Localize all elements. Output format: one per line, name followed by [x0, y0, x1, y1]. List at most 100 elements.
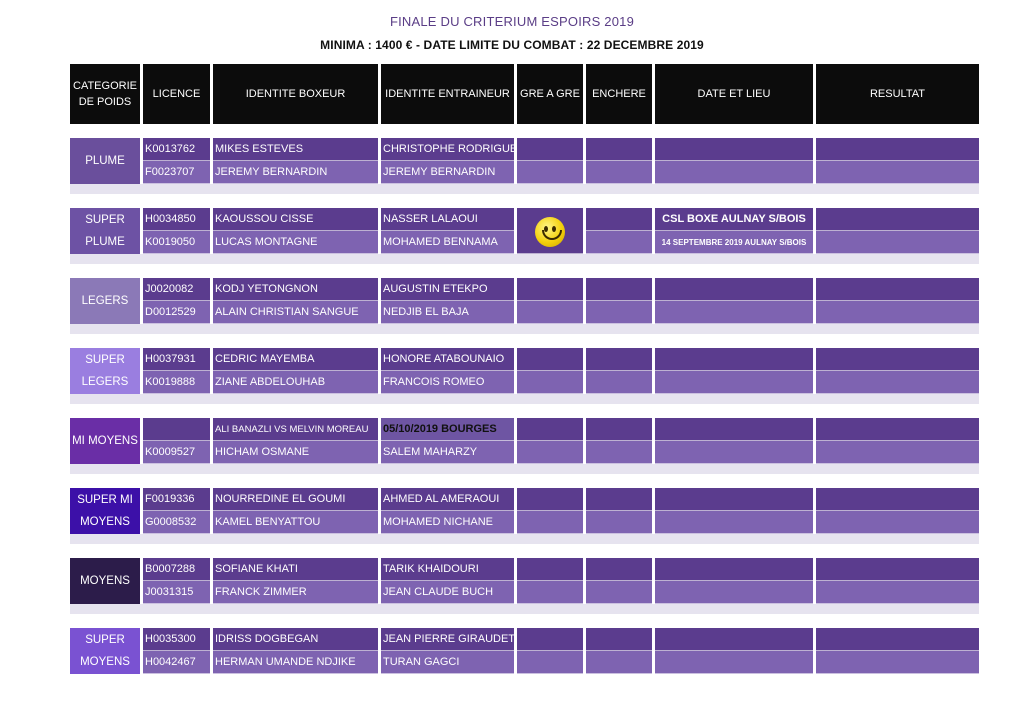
boxer-cell: ALI BANAZLI VS MELVIN MOREAU [213, 418, 378, 441]
result-cell [816, 208, 979, 231]
boxer-cell: MIKES ESTEVES [213, 138, 378, 161]
table-row: SUPER LEGERS H0037931 CEDRIC MAYEMBA HON… [70, 348, 979, 394]
licence-cell: K0013762 [143, 138, 210, 161]
trainer-cell: AHMED AL AMERAOUI [381, 488, 514, 511]
date-cell [655, 418, 813, 441]
boxer-cell: IDRISS DOGBEGAN [213, 628, 378, 651]
page-title: FINALE DU CRITERIUM ESPOIRS 2019 [389, 14, 635, 29]
date-cell [655, 278, 813, 301]
enchere-cell [586, 628, 652, 651]
header-cat: CATEGORIE DE POIDS [70, 64, 140, 124]
date-cell [655, 161, 813, 184]
boxer-cell: JEREMY BERNARDIN [213, 161, 378, 184]
date-cell [655, 581, 813, 604]
licence-cell: H0042467 [143, 651, 210, 674]
enchere-cell [586, 301, 652, 324]
date-cell [655, 488, 813, 511]
enchere-cell [586, 278, 652, 301]
trainer-cell: HONORE ATABOUNAIO [381, 348, 514, 371]
gre-cell [517, 208, 583, 254]
trainer-cell: JEAN CLAUDE BUCH [381, 581, 514, 604]
enchere-cell [586, 348, 652, 371]
trainer-cell: MOHAMED NICHANE [381, 511, 514, 534]
enchere-cell [586, 651, 652, 674]
boxer-cell: HICHAM OSMANE [213, 441, 378, 464]
category-cell: MI MOYENS [70, 418, 140, 464]
date-cell: CSL BOXE AULNAY S/BOIS [655, 208, 813, 231]
licence-cell: F0019336 [143, 488, 210, 511]
result-cell [816, 418, 979, 441]
enchere-cell [586, 161, 652, 184]
result-cell [816, 628, 979, 651]
boxer-cell: ALAIN CHRISTIAN SANGUE [213, 301, 378, 324]
header-gre: GRE A GRE [517, 64, 583, 124]
trainer-cell: TURAN GAGCI [381, 651, 514, 674]
header-date: DATE ET LIEU [655, 64, 813, 124]
table-row: SUPER PLUME H0034850 KAOUSSOU CISSE NASS… [70, 208, 979, 254]
result-cell [816, 301, 979, 324]
table-row: MI MOYENS ALI BANAZLI VS MELVIN MOREAU 0… [70, 418, 979, 464]
date-cell [655, 628, 813, 651]
licence-cell: K0019050 [143, 231, 210, 254]
date-cell [655, 511, 813, 534]
licence-cell: B0007288 [143, 558, 210, 581]
result-cell [816, 511, 979, 534]
licence-cell: J0031315 [143, 581, 210, 604]
trainer-cell: FRANCOIS ROMEO [381, 371, 514, 394]
gre-cell [517, 511, 583, 534]
date-cell [655, 558, 813, 581]
smiley-face-icon [535, 216, 565, 247]
result-cell [816, 348, 979, 371]
header-boxeur: IDENTITE BOXEUR [213, 64, 378, 124]
boxer-cell: SOFIANE KHATI [213, 558, 378, 581]
category-cell: MOYENS [70, 558, 140, 604]
trainer-cell: NASSER LALAOUI [381, 208, 514, 231]
boxer-cell: CEDRIC MAYEMBA [213, 348, 378, 371]
table-row: G0008532 KAMEL BENYATTOU MOHAMED NICHANE [70, 511, 979, 534]
trainer-cell: MOHAMED BENNAMA [381, 231, 514, 254]
enchere-cell [586, 208, 652, 231]
trainer-cell: JEREMY BERNARDIN [381, 161, 514, 184]
header-enchere: ENCHERE [586, 64, 652, 124]
venue-text: CSL BOXE AULNAY S/BOIS [662, 213, 806, 225]
date-text: 14 SEPTEMBRE 2019 AULNAY S/BOIS [661, 237, 807, 247]
licence-cell [143, 418, 210, 441]
enchere-cell [586, 488, 652, 511]
header-entraineur: IDENTITE ENTRAINEUR [381, 64, 514, 124]
gre-cell [517, 301, 583, 324]
gre-cell [517, 348, 583, 371]
category-cell: SUPER PLUME [70, 208, 140, 254]
boxer-cell: KODJ YETONGNON [213, 278, 378, 301]
trainer-cell: 05/10/2019 BOURGES [381, 418, 514, 441]
table-row: H0042467 HERMAN UMANDE NDJIKE TURAN GAGC… [70, 651, 979, 674]
gre-cell [517, 651, 583, 674]
table-row: F0023707 JEREMY BERNARDIN JEREMY BERNARD… [70, 161, 979, 184]
boxer-cell: KAMEL BENYATTOU [213, 511, 378, 534]
boxer-cell: ZIANE ABDELOUHAB [213, 371, 378, 394]
date-cell [655, 371, 813, 394]
header-licence: LICENCE [143, 64, 210, 124]
table-row: K0009527 HICHAM OSMANE SALEM MAHARZY [70, 441, 979, 464]
enchere-cell [586, 138, 652, 161]
table-row: D0012529 ALAIN CHRISTIAN SANGUE NEDJIB E… [70, 301, 979, 324]
boxer-cell: HERMAN UMANDE NDJIKE [213, 651, 378, 674]
category-cell: SUPER MOYENS [70, 628, 140, 674]
gre-cell [517, 488, 583, 511]
enchere-cell [586, 511, 652, 534]
result-cell [816, 278, 979, 301]
enchere-cell [586, 371, 652, 394]
result-cell [816, 161, 979, 184]
result-cell [816, 558, 979, 581]
boxer-cell: FRANCK ZIMMER [213, 581, 378, 604]
licence-cell: J0020082 [143, 278, 210, 301]
date-cell [655, 441, 813, 464]
table-row: K0019050 LUCAS MONTAGNE MOHAMED BENNAMA … [70, 231, 979, 254]
table-row: SUPER MI MOYENS F0019336 NOURREDINE EL G… [70, 488, 979, 534]
gre-cell [517, 441, 583, 464]
result-cell [816, 488, 979, 511]
gre-cell [517, 161, 583, 184]
trainer-cell: CHRISTOPHE RODRIGUES [381, 138, 514, 161]
trainer-cell: SALEM MAHARZY [381, 441, 514, 464]
gre-cell [517, 371, 583, 394]
table-row: J0031315 FRANCK ZIMMER JEAN CLAUDE BUCH [70, 581, 979, 604]
